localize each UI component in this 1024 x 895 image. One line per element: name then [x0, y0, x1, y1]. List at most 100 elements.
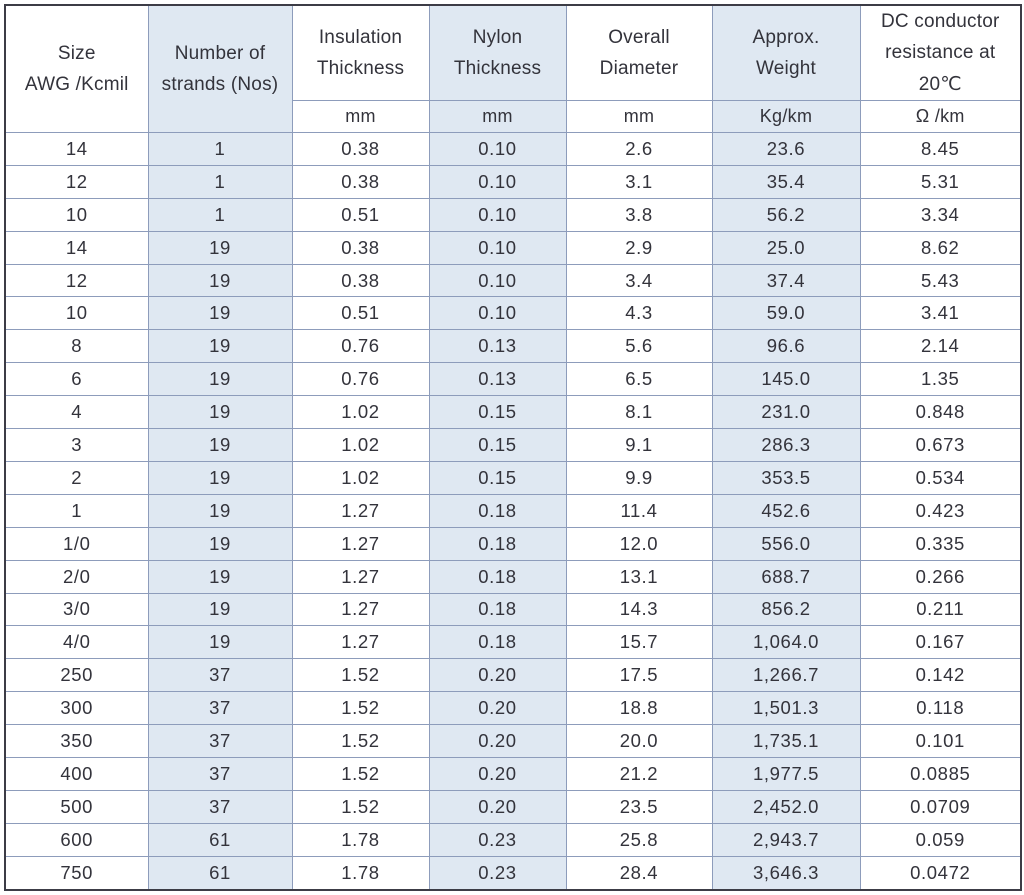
- cell-size: 4/0: [4, 625, 149, 660]
- cell-nylon-thickness: 0.13: [428, 329, 567, 364]
- cell-insulation-thickness: 1.27: [291, 559, 430, 594]
- table-row: 4 19 1.02 0.15 8.1 231.0 0.848: [4, 395, 1022, 430]
- cell-strands: 19: [147, 592, 293, 627]
- col-header-approx-weight: Approx. Weight: [711, 4, 861, 102]
- unit-overall-diameter: mm: [565, 100, 713, 134]
- cell-approx-weight: 688.7: [711, 559, 861, 594]
- cell-strands: 1: [147, 132, 293, 166]
- cell-approx-weight: 145.0: [711, 362, 861, 397]
- cell-nylon-thickness: 0.18: [428, 592, 567, 627]
- cell-strands: 19: [147, 460, 293, 495]
- cell-insulation-thickness: 0.76: [291, 329, 430, 364]
- cell-overall-diameter: 14.3: [565, 592, 713, 627]
- cell-overall-diameter: 3.1: [565, 164, 713, 199]
- cell-dc-resistance: 8.45: [859, 132, 1022, 166]
- table-row: 400 37 1.52 0.20 21.2 1,977.5 0.0885: [4, 756, 1022, 791]
- cell-insulation-thickness: 1.02: [291, 428, 430, 462]
- cell-strands: 37: [147, 691, 293, 726]
- cell-size: 300: [4, 691, 149, 726]
- cell-dc-resistance: 0.266: [859, 559, 1022, 594]
- cell-insulation-thickness: 0.38: [291, 230, 430, 265]
- cell-nylon-thickness: 0.18: [428, 625, 567, 660]
- cell-nylon-thickness: 0.15: [428, 428, 567, 462]
- cell-approx-weight: 1,977.5: [711, 756, 861, 791]
- cell-approx-weight: 353.5: [711, 460, 861, 495]
- cell-overall-diameter: 5.6: [565, 329, 713, 364]
- cell-insulation-thickness: 1.52: [291, 691, 430, 726]
- cell-approx-weight: 286.3: [711, 428, 861, 462]
- table-row: 10 1 0.51 0.10 3.8 56.2 3.34: [4, 197, 1022, 232]
- col-header-size: Size AWG /Kcmil: [4, 4, 149, 134]
- cell-insulation-thickness: 0.76: [291, 362, 430, 397]
- cell-approx-weight: 1,735.1: [711, 724, 861, 758]
- cell-nylon-thickness: 0.20: [428, 724, 567, 758]
- cell-nylon-thickness: 0.15: [428, 395, 567, 430]
- cell-insulation-thickness: 1.52: [291, 756, 430, 791]
- cell-overall-diameter: 2.9: [565, 230, 713, 265]
- cell-approx-weight: 1,064.0: [711, 625, 861, 660]
- col-header-strands: Number of strands (Nos): [147, 4, 293, 134]
- cell-dc-resistance: 0.211: [859, 592, 1022, 627]
- table-row: 2 19 1.02 0.15 9.9 353.5 0.534: [4, 460, 1022, 495]
- cell-approx-weight: 59.0: [711, 296, 861, 331]
- table-row: 14 19 0.38 0.10 2.9 25.0 8.62: [4, 230, 1022, 265]
- cell-overall-diameter: 28.4: [565, 855, 713, 891]
- table-row: 14 1 0.38 0.10 2.6 23.6 8.45: [4, 132, 1022, 166]
- cell-approx-weight: 2,943.7: [711, 822, 861, 857]
- cell-strands: 61: [147, 855, 293, 891]
- cell-approx-weight: 35.4: [711, 164, 861, 199]
- cell-overall-diameter: 9.9: [565, 460, 713, 495]
- table-body: 14 1 0.38 0.10 2.6 23.6 8.45 12 1 0.38 0.10 3.1 35.4…: [4, 132, 1022, 891]
- cell-strands: 19: [147, 526, 293, 561]
- cell-insulation-thickness: 0.51: [291, 197, 430, 232]
- cell-nylon-thickness: 0.15: [428, 460, 567, 495]
- cell-insulation-thickness: 1.02: [291, 460, 430, 495]
- cell-insulation-thickness: 1.27: [291, 493, 430, 528]
- cell-dc-resistance: 2.14: [859, 329, 1022, 364]
- cell-strands: 19: [147, 329, 293, 364]
- cell-overall-diameter: 18.8: [565, 691, 713, 726]
- cell-approx-weight: 556.0: [711, 526, 861, 561]
- cell-dc-resistance: 1.35: [859, 362, 1022, 397]
- cell-overall-diameter: 23.5: [565, 789, 713, 824]
- cell-nylon-thickness: 0.20: [428, 691, 567, 726]
- cell-dc-resistance: 0.059: [859, 822, 1022, 857]
- table-row: 12 19 0.38 0.10 3.4 37.4 5.43: [4, 263, 1022, 298]
- cell-overall-diameter: 25.8: [565, 822, 713, 857]
- cell-approx-weight: 856.2: [711, 592, 861, 627]
- cell-dc-resistance: 0.423: [859, 493, 1022, 528]
- cell-dc-resistance: 0.0709: [859, 789, 1022, 824]
- cell-approx-weight: 25.0: [711, 230, 861, 265]
- cell-dc-resistance: 3.41: [859, 296, 1022, 331]
- cell-nylon-thickness: 0.10: [428, 197, 567, 232]
- cell-insulation-thickness: 1.52: [291, 724, 430, 758]
- cell-size: 500: [4, 789, 149, 824]
- cell-overall-diameter: 17.5: [565, 658, 713, 693]
- cell-dc-resistance: 0.167: [859, 625, 1022, 660]
- table-row: 6 19 0.76 0.13 6.5 145.0 1.35: [4, 362, 1022, 397]
- cell-overall-diameter: 6.5: [565, 362, 713, 397]
- cell-dc-resistance: 0.0885: [859, 756, 1022, 791]
- cell-overall-diameter: 15.7: [565, 625, 713, 660]
- cell-approx-weight: 3,646.3: [711, 855, 861, 891]
- cell-overall-diameter: 20.0: [565, 724, 713, 758]
- cell-insulation-thickness: 0.51: [291, 296, 430, 331]
- cell-strands: 19: [147, 428, 293, 462]
- cell-nylon-thickness: 0.10: [428, 164, 567, 199]
- cell-insulation-thickness: 1.27: [291, 625, 430, 660]
- cell-size: 750: [4, 855, 149, 891]
- cell-dc-resistance: 5.31: [859, 164, 1022, 199]
- table-row: 250 37 1.52 0.20 17.5 1,266.7 0.142: [4, 658, 1022, 693]
- units-row: mm mm mm Kg/km Ω /km: [5, 100, 1022, 134]
- cell-nylon-thickness: 0.10: [428, 263, 567, 298]
- cell-dc-resistance: 0.673: [859, 428, 1022, 462]
- cell-dc-resistance: 0.101: [859, 724, 1022, 758]
- cell-strands: 61: [147, 822, 293, 857]
- cell-strands: 19: [147, 362, 293, 397]
- cell-size: 14: [4, 230, 149, 265]
- cell-insulation-thickness: 1.02: [291, 395, 430, 430]
- cell-size: 2: [4, 460, 149, 495]
- cell-dc-resistance: 0.848: [859, 395, 1022, 430]
- cell-nylon-thickness: 0.13: [428, 362, 567, 397]
- cell-insulation-thickness: 0.38: [291, 132, 430, 166]
